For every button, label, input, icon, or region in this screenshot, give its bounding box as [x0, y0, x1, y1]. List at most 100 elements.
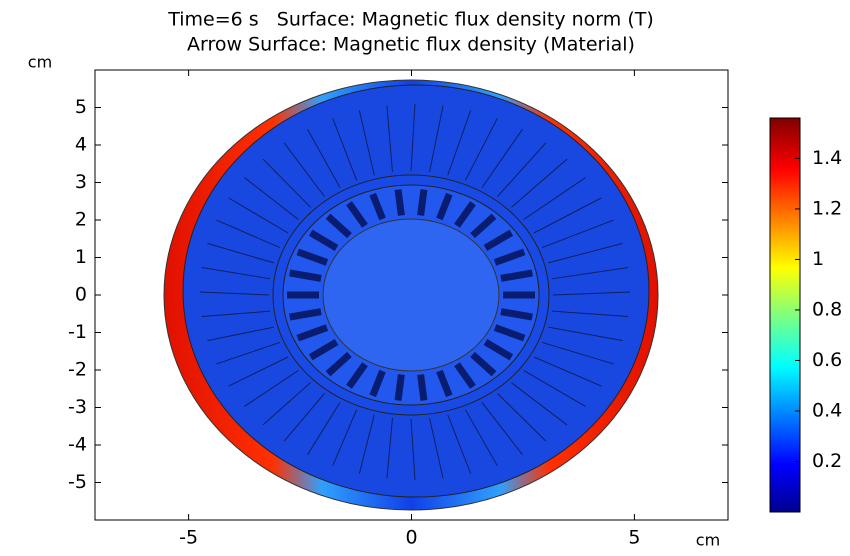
stator-slot	[551, 266, 629, 280]
y-tick-label: -3	[68, 396, 87, 418]
stator-slot	[358, 110, 375, 176]
stator-slot	[447, 110, 472, 176]
stator-slot	[542, 219, 614, 249]
stator-slot	[201, 310, 271, 318]
rotor-bar	[296, 248, 329, 266]
rotor-bar	[470, 213, 497, 239]
rotor-bar	[493, 324, 526, 342]
colorbar	[769, 117, 801, 513]
stator-slot	[307, 402, 341, 456]
x-tick-label: 0	[405, 527, 417, 549]
stator-slot	[523, 177, 586, 220]
slots	[199, 103, 631, 481]
stator-slot	[358, 414, 375, 474]
rotor-bar	[296, 324, 329, 342]
stator-slot	[216, 341, 280, 365]
y-tick-label: -4	[68, 434, 87, 456]
rotor-bar	[483, 229, 514, 251]
stator-slot	[283, 142, 325, 197]
stator-slot	[207, 326, 274, 342]
rotor-bar	[369, 192, 386, 221]
rotor-bar	[483, 339, 514, 361]
stator-slot	[552, 291, 631, 296]
rotor-core	[322, 218, 500, 372]
stator-slot	[216, 219, 281, 249]
stator-slot	[542, 341, 614, 365]
stator-slot	[523, 370, 586, 407]
rotor-bar	[308, 339, 339, 361]
x-axis-label: cm	[696, 531, 720, 550]
y-tick-label: 1	[75, 246, 87, 268]
y-tick-label: 3	[75, 171, 87, 193]
colorbar-tick-label: 0.6	[812, 349, 842, 371]
stator-slot	[201, 266, 271, 280]
rotor-bar	[470, 351, 497, 377]
stator-slot	[481, 402, 523, 456]
stator-slot	[511, 382, 568, 426]
stator-slot	[244, 370, 299, 407]
stator-slot	[283, 393, 325, 442]
stator-slot	[464, 118, 498, 181]
stator-slot	[262, 158, 311, 208]
rotor-bar	[500, 269, 533, 282]
stator-slot	[447, 414, 472, 474]
surface-plot	[94, 69, 729, 521]
rotor-bar	[394, 189, 405, 216]
rotor-bar	[493, 248, 526, 266]
rotor-bar	[500, 308, 533, 321]
colorbar-tick-label: 0.2	[812, 450, 842, 472]
stator-slot	[307, 128, 341, 188]
stator-slot	[228, 197, 289, 234]
rotor-bar	[454, 201, 476, 228]
rotor-bar	[289, 308, 322, 321]
stator-slot	[244, 177, 299, 220]
chart-title: Time=6 s Surface: Magnetic flux density …	[167, 9, 654, 31]
chart-subtitle: Arrow Surface: Magnetic flux density (Ma…	[187, 34, 635, 56]
stator-slot	[429, 105, 444, 173]
y-tick-label: 0	[75, 284, 87, 306]
x-tick-label: -5	[179, 527, 198, 549]
stator-slot	[548, 242, 623, 264]
stator-slot	[386, 105, 393, 173]
rotor-bar	[436, 369, 453, 398]
colorbar-tick-label: 0.4	[812, 399, 842, 421]
y-tick-label: 2	[75, 209, 87, 231]
rotor-bar	[417, 374, 428, 401]
rotor-bar	[417, 189, 428, 216]
y-tick-label: 5	[75, 96, 87, 118]
rotor-bar	[289, 269, 322, 282]
y-tick-label: -5	[68, 471, 87, 493]
stator-slot	[332, 118, 358, 181]
rotor-bar	[308, 229, 339, 251]
colorbar-tick-label: 1	[812, 248, 824, 270]
rotor-bar	[346, 201, 368, 228]
y-tick-label: 4	[75, 134, 87, 156]
colorbar-tick-label: 1.4	[812, 147, 842, 169]
stator-slot	[464, 409, 498, 466]
rotor-bar	[454, 362, 476, 389]
stator-slot	[429, 417, 444, 479]
stator-slot	[551, 310, 629, 318]
y-axis-label: cm	[28, 53, 52, 72]
stator-slot	[497, 142, 547, 197]
stator-slot	[533, 197, 602, 234]
rotor-bar	[346, 362, 368, 389]
rotor-bar	[394, 374, 405, 401]
stator-slot	[481, 128, 523, 188]
stator-slot	[228, 356, 289, 387]
stator-slot	[207, 242, 274, 264]
rotor-bar	[325, 351, 352, 377]
rotor-bar	[436, 192, 453, 221]
stator-slot	[410, 418, 416, 481]
colorbar-tick-label: 0.8	[812, 298, 842, 320]
stator-slot	[410, 103, 416, 172]
x-tick-label: 5	[628, 527, 640, 549]
rotor-bar	[325, 213, 352, 239]
colorbar-tick-label: 1.2	[812, 197, 842, 219]
y-tick-label: -1	[68, 321, 87, 343]
stator-slot	[497, 393, 547, 442]
stator-slot	[533, 356, 602, 387]
stator-slot	[548, 326, 623, 342]
stator-slot	[199, 291, 270, 296]
stator-slot	[262, 382, 311, 426]
